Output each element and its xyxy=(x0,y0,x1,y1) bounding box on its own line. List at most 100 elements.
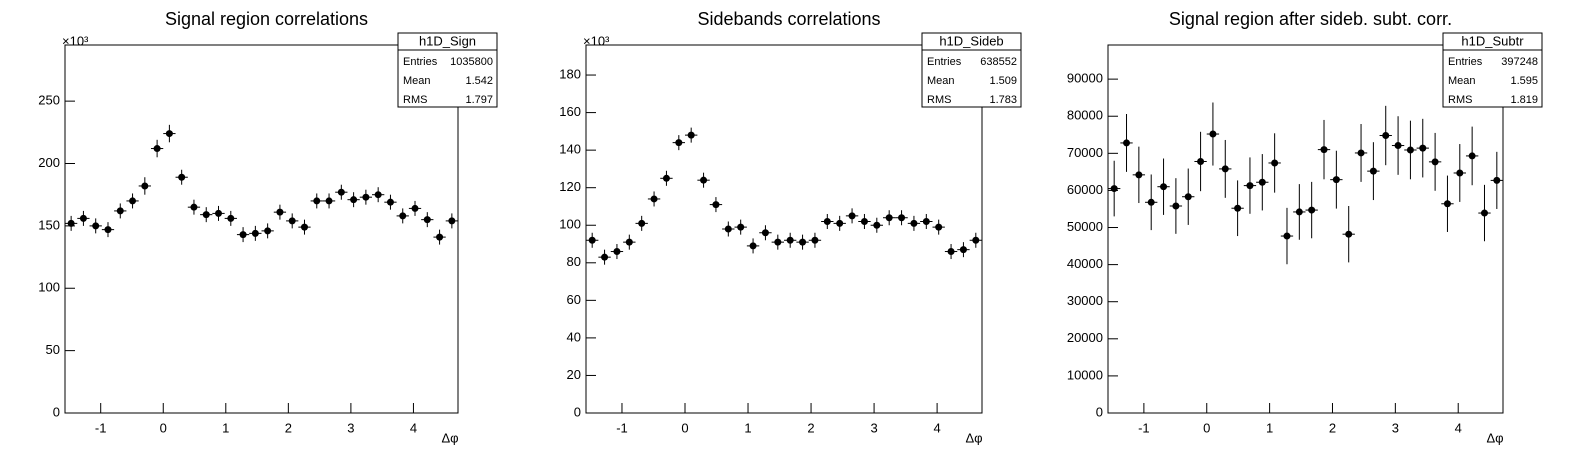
y-tick-label: 50000 xyxy=(1067,219,1103,234)
y-exponent: ×10³ xyxy=(62,33,89,48)
stats-value: 638552 xyxy=(980,56,1017,68)
x-tick-label: 1 xyxy=(1266,420,1273,435)
stats-value: 1035800 xyxy=(450,56,493,68)
y-tick-label: 200 xyxy=(38,155,60,170)
marker xyxy=(165,130,173,138)
marker xyxy=(1147,198,1155,206)
marker xyxy=(1258,178,1266,186)
marker xyxy=(1123,139,1131,147)
y-tick-label: 100 xyxy=(559,217,581,232)
marker xyxy=(1271,159,1279,167)
stats-label: Mean xyxy=(403,75,431,87)
marker xyxy=(1110,185,1118,193)
stats-name: h1D_Sign xyxy=(419,33,476,48)
y-tick-label: 160 xyxy=(559,104,581,119)
x-tick-label: 4 xyxy=(933,420,940,435)
y-tick-label: 40000 xyxy=(1067,256,1103,271)
x-tick-label: -1 xyxy=(616,420,628,435)
stats-label: RMS xyxy=(927,94,951,106)
frame xyxy=(64,44,459,414)
y-tick-label: 20 xyxy=(567,367,581,382)
marker xyxy=(227,214,235,222)
stats-label: RMS xyxy=(1448,94,1472,106)
marker xyxy=(823,217,831,225)
x-tick-label: 2 xyxy=(285,420,292,435)
marker xyxy=(1308,206,1316,214)
y-tick-label: 100 xyxy=(38,280,60,295)
marker xyxy=(1184,193,1192,201)
x-tick-label: 3 xyxy=(347,420,354,435)
y-tick-label: 150 xyxy=(38,217,60,232)
stats-label: Mean xyxy=(1448,75,1476,87)
marker xyxy=(638,219,646,227)
pad: Sidebands correlations020406080100120140… xyxy=(559,9,1022,445)
chart-title: Signal region correlations xyxy=(165,9,368,29)
x-tick-label: 0 xyxy=(160,420,167,435)
marker xyxy=(1456,169,1464,177)
y-tick-label: 80 xyxy=(567,254,581,269)
marker xyxy=(1394,142,1402,150)
x-tick-label: 2 xyxy=(1329,420,1336,435)
marker xyxy=(1221,165,1229,173)
marker xyxy=(276,208,284,216)
marker xyxy=(724,225,732,233)
stats-box xyxy=(1442,32,1543,108)
pad: Signal region correlations 0 50 100 150 200 25… xyxy=(38,9,498,445)
y-tick-label: 80000 xyxy=(1067,108,1103,123)
marker xyxy=(129,197,137,205)
x-tick-label: 0 xyxy=(681,420,688,435)
marker xyxy=(79,214,87,222)
marker xyxy=(399,212,407,220)
marker xyxy=(239,231,247,239)
marker xyxy=(178,173,186,181)
y-tick-label: 60 xyxy=(567,292,581,307)
stats-name: h1D_Subtr xyxy=(1461,33,1524,48)
stats-label: Mean xyxy=(927,75,955,87)
marker xyxy=(1480,209,1488,217)
y-tick-label: 60000 xyxy=(1067,182,1103,197)
y-tick-label: 20000 xyxy=(1067,330,1103,345)
marker xyxy=(141,182,149,190)
marker xyxy=(774,238,782,246)
marker xyxy=(712,201,720,209)
marker xyxy=(625,238,633,246)
marker xyxy=(662,174,670,182)
marker xyxy=(300,223,308,231)
marker xyxy=(1160,183,1168,191)
x-tick-label: -1 xyxy=(95,420,107,435)
x-tick-label: 3 xyxy=(1392,420,1399,435)
marker xyxy=(860,217,868,225)
marker xyxy=(92,222,100,230)
marker xyxy=(836,219,844,227)
stats-label: Entries xyxy=(927,56,962,68)
y-tick-label: 70000 xyxy=(1067,145,1103,160)
y-tick-label: 120 xyxy=(559,179,581,194)
marker xyxy=(1493,176,1501,184)
marker xyxy=(1332,176,1340,184)
marker xyxy=(922,217,930,225)
x-axis-label: Δφ xyxy=(1486,430,1503,445)
marker xyxy=(362,193,370,201)
marker xyxy=(202,211,210,219)
marker xyxy=(1320,146,1328,154)
marker xyxy=(749,242,757,250)
marker xyxy=(337,188,345,196)
x-tick-label: -1 xyxy=(1138,420,1150,435)
stats-value: 1.797 xyxy=(465,94,493,106)
marker xyxy=(325,197,333,205)
marker xyxy=(1135,171,1143,179)
marker xyxy=(1234,204,1242,212)
marker xyxy=(1357,149,1365,157)
marker xyxy=(251,229,259,237)
y-exponent: ×10³ xyxy=(583,33,610,48)
stats-value: 1.783 xyxy=(989,94,1017,106)
frame xyxy=(1107,44,1504,414)
stats-label: Entries xyxy=(403,56,438,68)
marker xyxy=(386,198,394,206)
marker xyxy=(910,219,918,227)
marker xyxy=(1431,158,1439,166)
marker xyxy=(1172,202,1180,210)
y-tick-label: 0 xyxy=(53,404,60,419)
marker xyxy=(423,216,431,224)
marker xyxy=(786,236,794,244)
